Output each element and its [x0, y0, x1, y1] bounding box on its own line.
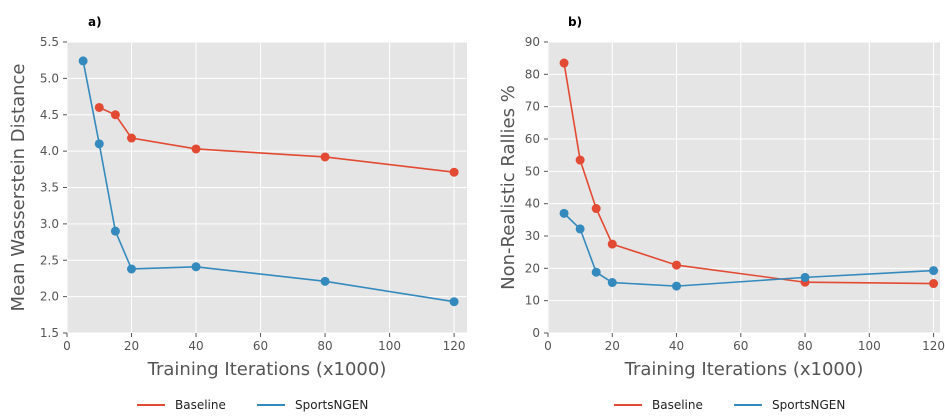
panel-a-series-sportsngen-point	[191, 262, 201, 272]
panel-b-series-sportsngen-point	[591, 267, 601, 277]
panel-a-x-tick-label: 100	[378, 339, 401, 353]
panel-b-y-tick-label: 70	[525, 100, 540, 114]
panel-b-series-baseline-point	[607, 239, 617, 249]
panel-b-y-tick-label: 80	[525, 67, 540, 81]
panel-b-series-sportsngen-point	[800, 272, 810, 282]
panel-a-series-sportsngen-point	[127, 264, 137, 274]
panel-a-series-baseline-point	[110, 110, 120, 120]
panel-a-y-tick-label: 3.0	[40, 217, 59, 231]
panel-a-x-axis-title: Training Iterations (x1000)	[147, 359, 387, 380]
panel-a-legend: Baseline SportsNGEN	[137, 398, 368, 412]
panel-a-x-tick-label: 120	[443, 339, 466, 353]
panel-b-series-baseline-point	[575, 155, 585, 165]
panel-a-x-tick-label: 80	[317, 339, 332, 353]
panel-a-y-axis-title: Mean Wasserstein Distance	[8, 63, 29, 311]
panel-b-y-axis-title: Non-Realistic Rallies %	[498, 85, 519, 290]
panel-a-series-baseline-point	[320, 152, 330, 162]
panel-b-series-sportsngen-point	[607, 278, 617, 288]
panel-a-y-tick-label: 1.5	[40, 326, 59, 340]
panel-a-y-tick-label: 5.0	[40, 71, 59, 85]
panel-a-series-baseline-point	[449, 167, 459, 177]
panel-b-x-tick-label: 120	[922, 339, 945, 353]
panel-a-y-tick-label: 2.5	[40, 253, 59, 267]
panel-a: 0 20 40 60 80 100 120 1.5 2.0 2.5 3.0 3.5 4.0 4.5 5.0 5…	[8, 15, 467, 412]
panel-b-x-tick-label: 0	[544, 339, 552, 353]
panel-b-label: b)	[568, 15, 582, 29]
panel-b-legend-label: Baseline	[652, 398, 703, 412]
panel-b-series-baseline-point	[591, 204, 601, 214]
panel-b-y-tick-label: 90	[525, 35, 540, 49]
panel-a-x-tick-label: 20	[124, 339, 139, 353]
panel-b-series-sportsngen-point	[575, 224, 585, 234]
panel-a-y-tick-label: 3.5	[40, 181, 59, 195]
panel-a-series-baseline-point	[127, 133, 137, 143]
panel-a-series-sportsngen-point	[320, 276, 330, 286]
panel-b-series-baseline-point	[672, 260, 682, 270]
panel-b-plot-background	[548, 42, 940, 333]
panel-b-y-tick-label: 50	[525, 164, 540, 178]
panel-a-legend-label: Baseline	[175, 398, 226, 412]
panel-a-series-sportsngen-point	[78, 56, 88, 66]
panel-a-x-tick-label: 0	[63, 339, 71, 353]
panel-b-series-sportsngen-point	[672, 281, 682, 291]
panel-b-x-axis-title: Training Iterations (x1000)	[624, 359, 864, 380]
panel-a-x-tick-label: 40	[188, 339, 203, 353]
panel-a-y-tick-label: 5.5	[40, 35, 59, 49]
panel-b-x-tick-label: 20	[605, 339, 620, 353]
panel-a-series-baseline-point	[191, 144, 201, 154]
panel-a-series-sportsngen-point	[110, 226, 120, 236]
panel-b-y-tick-label: 10	[525, 294, 540, 308]
panel-a-x-tick-label: 60	[253, 339, 268, 353]
panel-b: 0 20 40 60 80 100 120 0 10 20 30 40 50 60 70 80 90 Traini…	[498, 15, 945, 412]
panel-b-y-tick-label: 30	[525, 229, 540, 243]
panel-a-series-sportsngen	[78, 56, 459, 307]
panel-a-y-tick-label: 2.0	[40, 290, 59, 304]
panel-b-series-baseline-point	[929, 279, 939, 289]
panel-b-x-tick-label: 40	[669, 339, 684, 353]
panel-a-y-tick-label: 4.5	[40, 108, 59, 122]
panel-b-y-tick-label: 60	[525, 132, 540, 146]
panel-b-series-baseline-point	[559, 58, 569, 68]
panel-b-x-tick-label: 60	[733, 339, 748, 353]
panel-a-label: a)	[88, 15, 102, 29]
panel-b-x-tick-label: 100	[858, 339, 881, 353]
panel-a-series-baseline	[94, 102, 459, 177]
panel-b-y-tick-label: 20	[525, 261, 540, 275]
panel-b-y-tick-label: 0	[532, 326, 540, 340]
panel-b-x-tick-label: 80	[797, 339, 812, 353]
panel-a-y-tick-label: 4.0	[40, 144, 59, 158]
panel-b-series-sportsngen-point	[929, 266, 939, 276]
panel-b-legend: Baseline SportsNGEN	[614, 398, 845, 412]
panel-b-legend-label: SportsNGEN	[772, 398, 845, 412]
panel-a-series-baseline-point	[94, 102, 104, 112]
panel-b-series-sportsngen-point	[559, 208, 569, 218]
panel-b-series-sportsngen	[559, 208, 939, 291]
panel-a-series-sportsngen-point	[449, 297, 459, 307]
panel-a-legend-label: SportsNGEN	[295, 398, 368, 412]
panel-b-y-tick-label: 40	[525, 197, 540, 211]
panel-a-series-sportsngen-point	[94, 139, 104, 149]
